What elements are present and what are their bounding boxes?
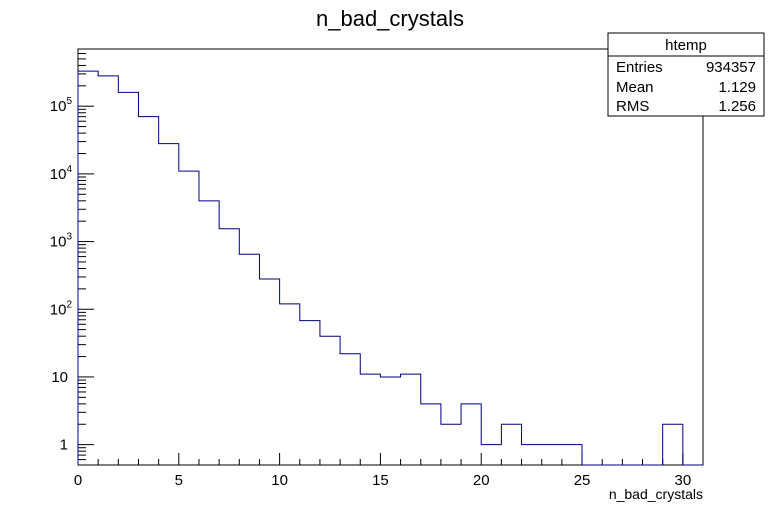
stats-box-frame <box>607 32 765 117</box>
y-tick-label: 1 <box>60 437 68 454</box>
x-tick-label: 20 <box>473 472 490 489</box>
histogram-bin <box>259 279 279 465</box>
stats-entries-label: Entries <box>616 59 663 76</box>
stats-box: htemp Entries 934357 Mean 1.129 RMS 1.25… <box>607 32 765 117</box>
y-tick-label: 102 <box>50 299 73 318</box>
histogram-bin <box>441 424 461 465</box>
stats-mean-value: 1.129 <box>718 79 756 96</box>
histogram-bin <box>219 229 239 465</box>
histogram-bin <box>360 374 380 465</box>
chart-title: n_bad_crystals <box>316 6 464 31</box>
stats-rms-value: 1.256 <box>718 98 756 115</box>
histogram-series <box>77 70 703 466</box>
histogram-bin <box>199 201 219 465</box>
histogram-bin <box>138 117 158 465</box>
x-tick-label: 5 <box>175 472 183 489</box>
y-tick-label: 10 <box>51 369 68 386</box>
histogram-bin <box>239 254 259 465</box>
histogram-bin <box>159 144 179 465</box>
x-tick-label: 25 <box>574 472 591 489</box>
y-tick-label: 103 <box>50 232 73 251</box>
histogram-bin <box>401 374 421 465</box>
histogram-bin <box>380 377 400 465</box>
histogram-bin <box>663 424 683 465</box>
histogram-bin <box>421 404 441 465</box>
y-tick-label: 105 <box>50 96 73 115</box>
x-tick-label: 10 <box>271 472 288 489</box>
x-axis: 0 5 10 15 20 25 30 <box>74 453 704 489</box>
histogram-bin <box>118 92 138 465</box>
histogram-bin <box>501 424 521 465</box>
histogram-bin <box>280 304 300 465</box>
histogram-bin <box>78 71 98 465</box>
stats-mean-label: Mean <box>616 79 654 96</box>
stats-rms-label: RMS <box>616 98 649 115</box>
histogram-bin <box>481 445 501 465</box>
stats-entries-value: 934357 <box>706 59 756 76</box>
histogram-bin <box>562 445 582 465</box>
y-axis: 1 10 102 103 104 105 <box>50 48 94 466</box>
histogram-bin <box>522 445 542 465</box>
histogram-bin <box>461 404 481 465</box>
x-tick-label: 15 <box>372 472 389 489</box>
histogram-bin <box>340 354 360 465</box>
histogram-bin <box>300 321 320 465</box>
x-tick-label: 30 <box>674 472 691 489</box>
y-tick-label: 104 <box>50 164 73 183</box>
histogram-bin <box>179 171 199 465</box>
histogram-line <box>77 70 703 466</box>
stats-box-title: htemp <box>665 37 707 54</box>
histogram-bin <box>320 336 340 465</box>
histogram-bin <box>542 445 562 465</box>
x-axis-label: n_bad_crystals <box>609 486 703 502</box>
histogram-bin <box>98 76 118 465</box>
x-tick-label: 0 <box>74 472 82 489</box>
